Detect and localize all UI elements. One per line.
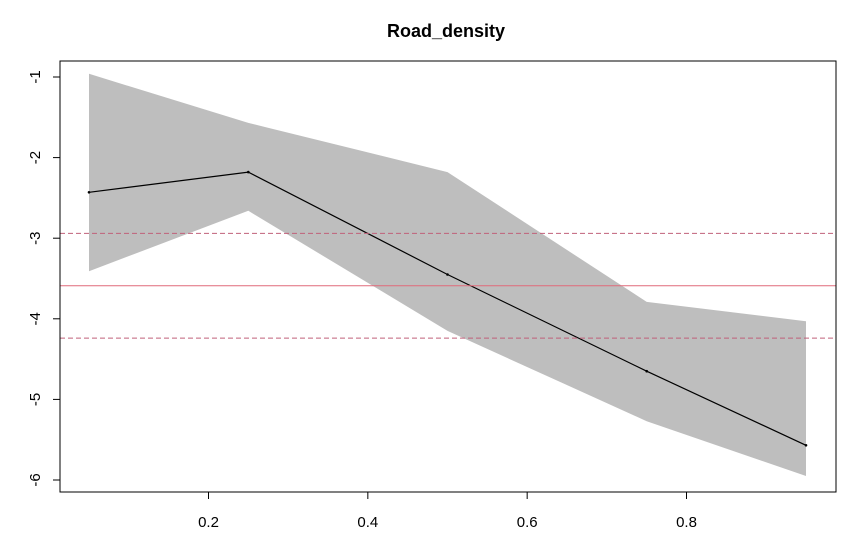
series-layer [87,170,808,447]
reference-lines-layer [60,232,836,339]
data-point [247,170,250,174]
y-tick-label: -6 [27,473,44,486]
y-tick-label: -3 [27,232,44,245]
y-tick-label: -5 [27,393,44,406]
x-tick-label: 0.2 [198,514,219,531]
data-point [446,273,449,276]
data-point [645,369,648,373]
data-point [804,444,808,447]
data-point [87,191,91,194]
y-axis: -1 -2 -3 -4 -5 -6 [27,70,60,487]
x-tick-label: 0.8 [676,514,697,531]
y-tick-label: -1 [27,70,44,83]
y-tick-label: -4 [27,312,44,325]
plot-border [59,60,837,493]
y-tick-label: -2 [27,151,44,164]
x-tick-label: 0.6 [517,514,538,531]
chart-title: Road_density [387,21,505,41]
x-tick-label: 0.4 [357,514,378,531]
x-axis: 0.2 0.4 0.6 0.8 [198,492,697,531]
